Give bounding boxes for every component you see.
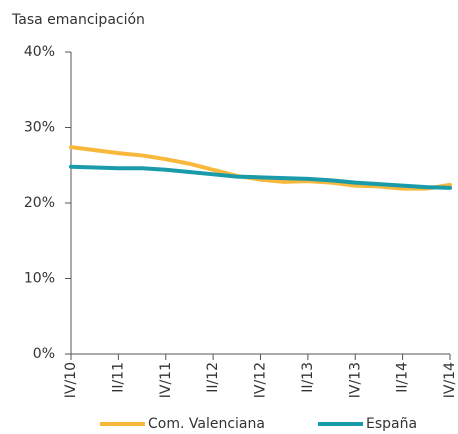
x-tick-label: II/13 <box>300 362 316 393</box>
line-series <box>69 145 452 191</box>
x-tick-label: IV/11 <box>158 362 174 398</box>
x-tick-label: II/11 <box>110 362 126 393</box>
x-tick-label: II/12 <box>205 362 221 393</box>
x-tick-label: IV/10 <box>63 362 79 398</box>
x-tick-label: II/14 <box>395 362 411 393</box>
x-tick-label: IV/13 <box>347 362 363 398</box>
x-tick-label: IV/12 <box>253 362 269 398</box>
y-tick-label: 10% <box>24 271 55 287</box>
y-tick-label: 40% <box>24 44 55 60</box>
line-series <box>69 164 452 190</box>
legend-label: Com. Valenciana <box>148 416 265 432</box>
y-tick-label: 30% <box>24 120 55 136</box>
y-tick-label: 0% <box>33 346 55 362</box>
y-axis-label: Tasa emancipación <box>11 12 145 28</box>
x-tick-label: IV/14 <box>442 362 458 398</box>
y-tick-label: 20% <box>24 195 55 211</box>
legend-label: España <box>366 416 417 432</box>
